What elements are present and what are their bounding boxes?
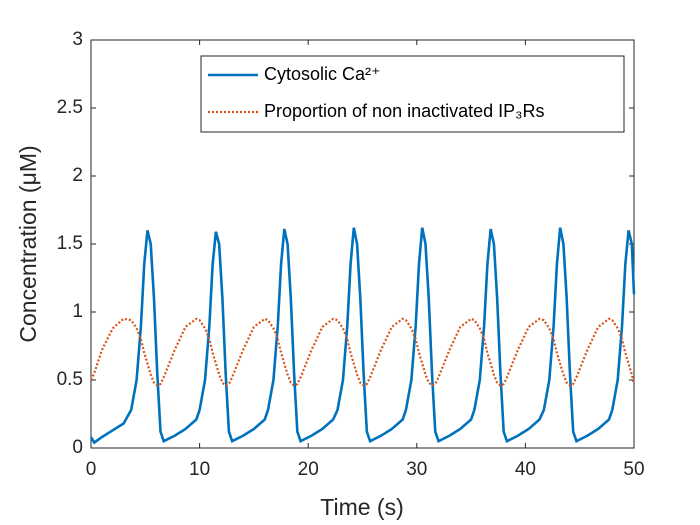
y-tick-label: 2: [72, 165, 83, 186]
x-tick-label: 10: [189, 459, 210, 480]
y-tick-label: 1: [72, 301, 83, 322]
x-tick-label: 20: [298, 459, 319, 480]
x-tick-label: 30: [406, 459, 427, 480]
y-tick-label: 0.5: [57, 369, 83, 390]
y-axis-label: Concentration (μM): [15, 145, 41, 342]
x-tick-label: 40: [515, 459, 536, 480]
x-tick-label: 0: [86, 459, 97, 480]
legend-label: Proportion of non inactivated IP₃Rs: [264, 101, 545, 121]
y-tick-label: 2.5: [57, 97, 83, 118]
y-tick-label: 3: [72, 29, 83, 50]
x-tick-label: 50: [623, 459, 644, 480]
legend-label: Cytosolic Ca²⁺: [264, 64, 381, 84]
x-axis-label: Time (s): [320, 494, 403, 520]
data-line: [90, 317, 636, 387]
y-tick-label: 0: [72, 437, 83, 458]
legend-box: [200, 55, 625, 133]
data-line: [89, 227, 636, 445]
y-tick-label: 1.5: [57, 233, 83, 254]
